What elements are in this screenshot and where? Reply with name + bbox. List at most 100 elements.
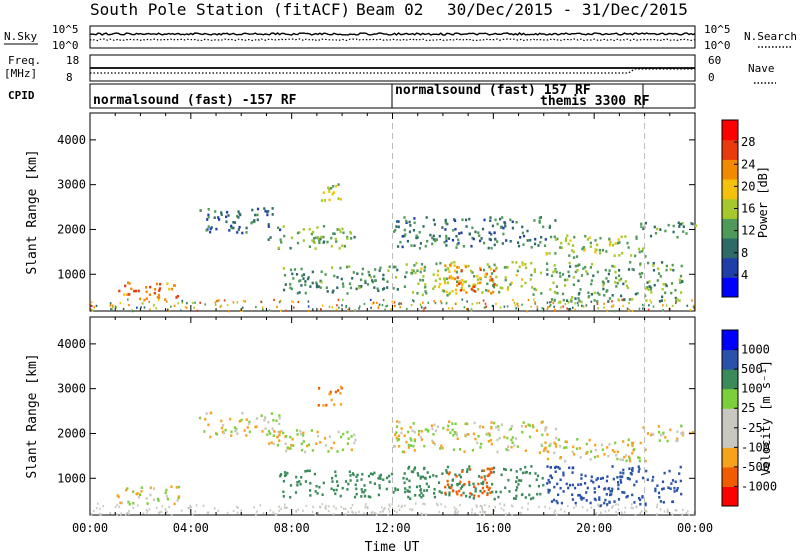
echo-cell	[479, 513, 481, 517]
echo-cell	[611, 506, 613, 509]
echo-region-8-cell	[553, 235, 556, 239]
echo-region-4-cell	[373, 275, 376, 278]
echo-cell	[663, 510, 666, 513]
echo-region-1-cell	[205, 229, 208, 232]
echo-region-5-cell	[397, 225, 400, 229]
echo-region-9-cell	[628, 477, 631, 481]
echo-cell	[91, 304, 93, 308]
echo-region-5-cell	[405, 219, 408, 223]
echo-region-7-cell	[491, 467, 494, 470]
echo-region-5-cell	[424, 244, 427, 248]
echo-region-4-cell	[342, 285, 345, 288]
nave-label: Nave	[748, 62, 775, 75]
echo-region-4-cell	[385, 487, 388, 491]
echo-cell	[347, 309, 349, 312]
echo-region-7-cell	[446, 483, 449, 486]
echo-region-4-cell	[345, 265, 349, 269]
echo-region-9-cell	[624, 280, 627, 283]
echo-region-5-cell	[454, 227, 457, 231]
echo-region-8-cell	[611, 449, 614, 452]
echo-cell	[491, 304, 494, 307]
echo-region-5-cell	[441, 446, 444, 450]
echo-region-9-cell	[672, 268, 675, 272]
echo-region-6-cell	[408, 465, 411, 469]
echo-region-5-cell	[396, 420, 399, 423]
echo-region-7-cell	[486, 485, 489, 489]
echo-cell	[649, 299, 651, 302]
echo-cell	[325, 504, 327, 508]
echo-region-6-cell	[514, 497, 517, 500]
echo-region-7-cell	[458, 489, 461, 493]
echo-region-9-cell	[606, 503, 609, 506]
echo-region-0-cell	[128, 502, 131, 506]
echo-cell	[170, 514, 173, 517]
echo-region-6-cell	[438, 490, 441, 493]
echo-region-9-cell	[593, 487, 596, 490]
echo-cell	[574, 308, 576, 311]
echo-region-4-cell	[361, 490, 364, 494]
echo-region-9-cell	[656, 484, 659, 487]
echo-cell	[650, 301, 653, 304]
echo-cell	[624, 506, 627, 509]
echo-region-9-cell	[598, 293, 601, 296]
echo-region-2-cell	[314, 247, 317, 250]
echo-region-7-cell	[479, 281, 482, 285]
echo-cell	[260, 300, 262, 303]
echo-region-0-cell	[166, 282, 169, 286]
echo-region-4-cell	[315, 281, 318, 284]
echo-region-9-cell	[564, 284, 567, 287]
echo-region-5-cell	[493, 231, 496, 234]
echo-cell	[597, 307, 599, 310]
echo-cell	[285, 309, 287, 312]
echo-region-6-cell	[470, 269, 473, 273]
echo-region-9-cell	[555, 465, 558, 469]
echo-region-9-cell	[605, 479, 608, 483]
echo-region-6-cell	[515, 494, 518, 498]
echo-region-1-cell	[209, 435, 212, 439]
echo-cell	[241, 306, 244, 309]
echo-region-2-cell	[332, 232, 335, 235]
echo-cell	[293, 306, 295, 309]
echo-cell	[204, 303, 206, 306]
echo-region-9-cell	[585, 499, 588, 502]
echo-region-5-cell	[408, 230, 412, 234]
echo-cell	[552, 301, 555, 305]
power-ylabel: Slant Range [km]	[25, 149, 40, 274]
echo-region-5-cell	[486, 432, 489, 435]
echo-region-6-cell	[422, 275, 425, 278]
echo-cell	[590, 506, 593, 509]
echo-region-1-cell	[263, 416, 266, 419]
echo-region-8-cell	[619, 458, 622, 461]
echo-region-5-cell	[474, 230, 477, 234]
echo-region-7-cell	[493, 269, 496, 273]
echo-region-3-cell	[332, 191, 335, 194]
echo-region-10-cell	[662, 431, 665, 435]
echo-region-9-cell	[606, 475, 609, 478]
echo-region-7-cell	[487, 289, 490, 293]
echo-region-5-cell	[510, 438, 513, 442]
echo-region-0-cell	[159, 282, 162, 286]
echo-region-9-cell	[597, 485, 600, 488]
echo-region-5-cell	[541, 433, 544, 437]
echo-region-9-cell	[652, 264, 655, 267]
echo-cell	[597, 503, 599, 506]
echo-region-9-cell	[628, 467, 631, 470]
echo-region-9-cell	[626, 286, 630, 290]
echo-region-5-cell	[464, 434, 467, 437]
echo-region-6-cell	[450, 277, 454, 280]
echo-region-8-cell	[593, 455, 597, 459]
echo-region-5-cell	[413, 221, 416, 225]
echo-region-2-cell	[350, 435, 353, 438]
echo-region-6-cell	[453, 264, 456, 267]
echo-region-6-cell	[507, 478, 510, 482]
echo-region-4-cell	[300, 476, 303, 479]
echo-cell	[236, 511, 239, 514]
echo-cell	[388, 503, 390, 506]
echo-region-9-cell	[580, 274, 584, 277]
echo-region-2-cell	[316, 434, 320, 438]
echo-region-9-cell	[675, 489, 678, 492]
echo-region-5-cell	[442, 426, 445, 430]
echo-region-6-cell	[492, 284, 495, 287]
echo-region-10-cell	[680, 432, 683, 435]
echo-region-6-cell	[421, 475, 425, 479]
